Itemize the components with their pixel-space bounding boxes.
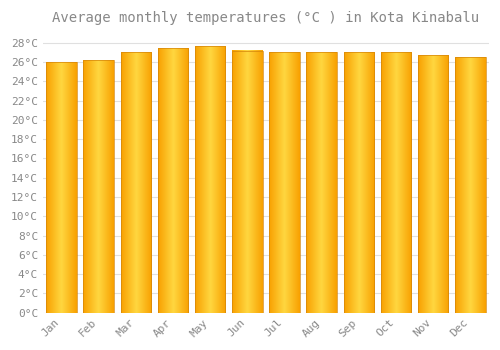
Bar: [232, 50, 262, 313]
Bar: [306, 52, 337, 313]
Bar: [455, 57, 486, 313]
Bar: [344, 52, 374, 313]
Bar: [46, 62, 77, 313]
Title: Average monthly temperatures (°C ) in Kota Kinabalu: Average monthly temperatures (°C ) in Ko…: [52, 11, 480, 25]
Bar: [158, 48, 188, 313]
Bar: [418, 55, 448, 313]
Bar: [381, 52, 411, 313]
Bar: [270, 52, 300, 313]
Bar: [84, 60, 114, 313]
Bar: [120, 52, 151, 313]
Bar: [195, 46, 226, 313]
